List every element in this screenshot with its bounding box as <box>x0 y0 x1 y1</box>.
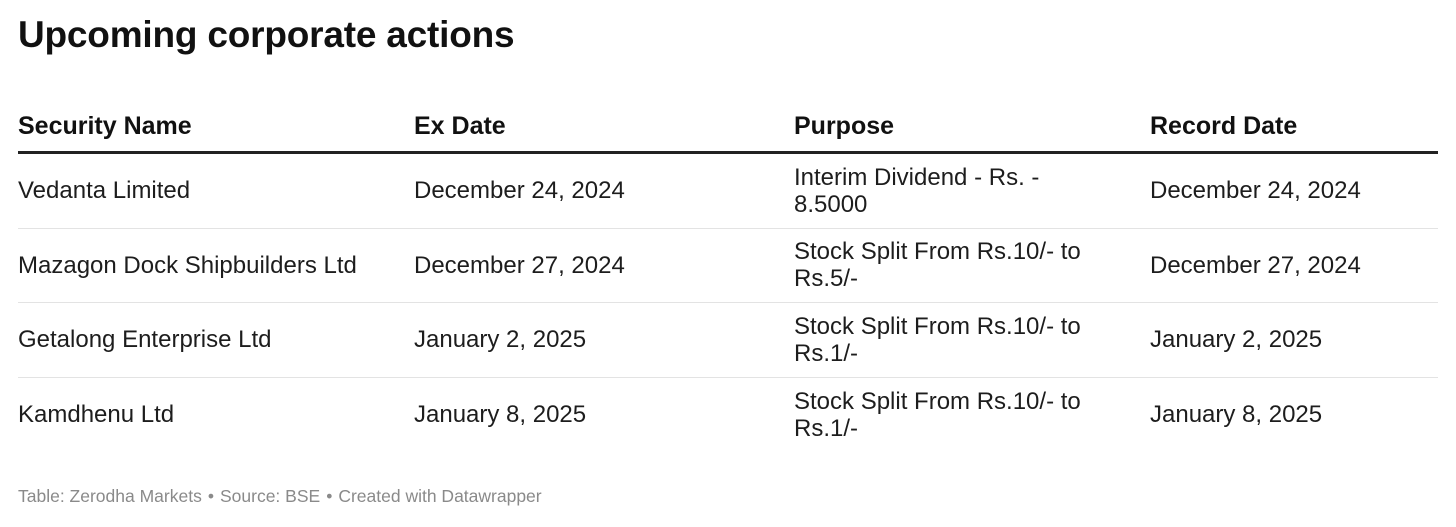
corporate-actions-table: Security Name Ex Date Purpose Record Dat… <box>18 100 1438 452</box>
footer-datawrapper-link[interactable]: Created with Datawrapper <box>338 486 542 506</box>
cell-purpose: Stock Split From Rs.10/- to Rs.5/- <box>794 238 1081 293</box>
table-row: Getalong Enterprise Ltd January 2, 2025 … <box>18 303 1438 378</box>
cell-security-name: Vedanta Limited <box>18 177 191 205</box>
table-header-row: Security Name Ex Date Purpose Record Dat… <box>18 100 1438 154</box>
table-row: Vedanta Limited December 24, 2024 Interi… <box>18 154 1438 229</box>
cell-ex-date: December 24, 2024 <box>414 177 625 205</box>
cell-security-name: Mazagon Dock Shipbuilders Ltd <box>18 251 357 279</box>
cell-record-date: January 8, 2025 <box>1150 401 1323 429</box>
cell-purpose: Interim Dividend - Rs. - 8.5000 <box>794 163 1040 218</box>
column-header-security-name[interactable]: Security Name <box>18 112 192 140</box>
table-row: Mazagon Dock Shipbuilders Ltd December 2… <box>18 229 1438 303</box>
chart-title: Upcoming corporate actions <box>18 14 515 55</box>
footer-table-credit: Table: Zerodha Markets <box>18 486 202 506</box>
chart-footer: Table: Zerodha Markets • Source: BSE • Creat… <box>18 486 542 507</box>
cell-record-date: December 24, 2024 <box>1150 177 1361 205</box>
cell-ex-date: January 8, 2025 <box>414 401 587 429</box>
cell-security-name: Kamdhenu Ltd <box>18 401 175 429</box>
cell-record-date: December 27, 2024 <box>1150 251 1361 279</box>
column-header-purpose[interactable]: Purpose <box>794 112 895 140</box>
cell-purpose: Stock Split From Rs.10/- to Rs.1/- <box>794 387 1081 442</box>
footer-separator: • <box>326 486 333 506</box>
column-header-ex-date[interactable]: Ex Date <box>414 112 506 140</box>
cell-record-date: January 2, 2025 <box>1150 326 1323 354</box>
column-header-record-date[interactable]: Record Date <box>1150 112 1298 140</box>
cell-ex-date: December 27, 2024 <box>414 251 625 279</box>
cell-purpose: Stock Split From Rs.10/- to Rs.1/- <box>794 312 1081 367</box>
footer-source: Source: BSE <box>219 486 321 506</box>
table-row: Kamdhenu Ltd January 8, 2025 Stock Split… <box>18 378 1438 453</box>
footer-separator: • <box>207 486 214 506</box>
cell-security-name: Getalong Enterprise Ltd <box>18 326 272 354</box>
cell-ex-date: January 2, 2025 <box>414 326 587 354</box>
